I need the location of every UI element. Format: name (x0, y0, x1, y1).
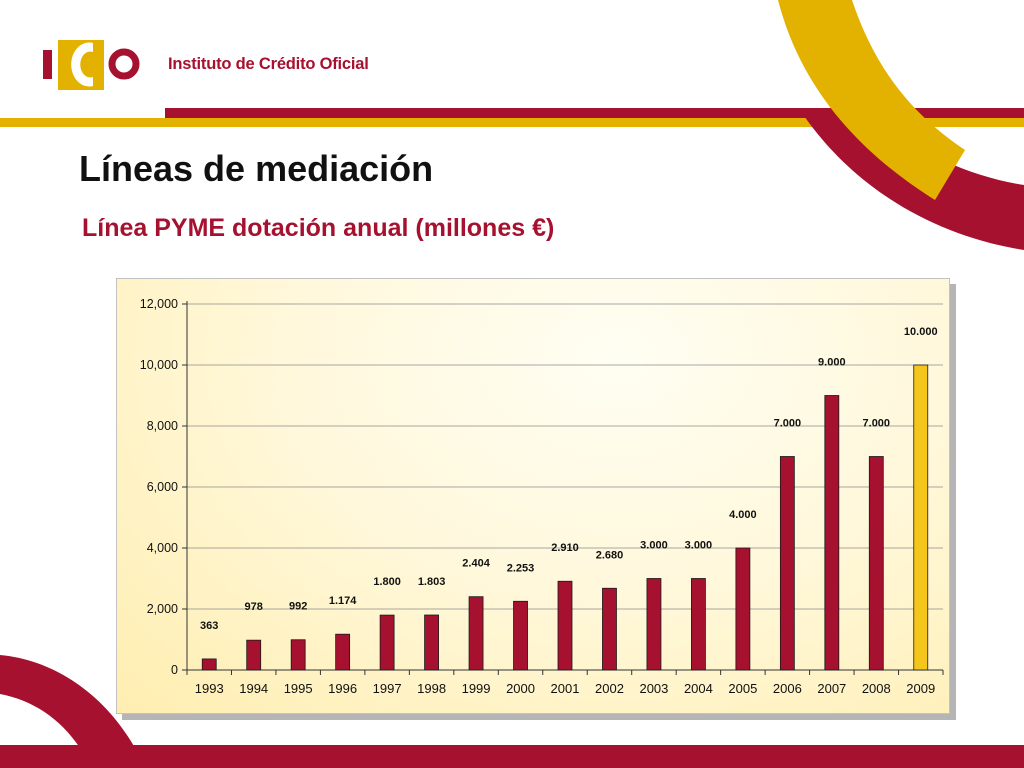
bar (424, 614, 439, 671)
bar (868, 456, 884, 671)
y-tick-label: 12,000 (140, 297, 178, 311)
data-label: 1.800 (373, 576, 401, 588)
data-label: 992 (289, 601, 307, 613)
bar (335, 633, 351, 671)
bar (468, 596, 484, 671)
y-tick-label: 0 (171, 663, 178, 677)
x-tick-label: 1998 (417, 681, 446, 696)
data-label: 978 (245, 601, 263, 613)
data-label: 2.910 (551, 542, 579, 554)
logo-text: Instituto de Crédito Oficial (168, 55, 369, 73)
data-label: 10.000 (904, 326, 938, 338)
data-label: 363 (200, 620, 218, 632)
x-tick-label: 1995 (284, 681, 313, 696)
bar (779, 456, 795, 671)
bar (513, 600, 528, 671)
data-label: 2.404 (462, 558, 490, 570)
bottom-left-red-arc (0, 655, 135, 748)
x-tick-label: 2006 (773, 681, 802, 696)
top-right-gold-arc (778, 0, 965, 200)
data-label: 3.000 (640, 540, 668, 552)
x-tick-label: 1994 (239, 681, 268, 696)
top-gold-band (0, 118, 1024, 127)
bar (913, 364, 929, 671)
bar (201, 658, 217, 671)
data-label: 3.000 (685, 540, 713, 552)
y-tick-label: 10,000 (140, 358, 178, 372)
y-tick-label: 8,000 (147, 419, 178, 433)
data-label: 2.680 (596, 549, 624, 561)
bar (824, 395, 840, 671)
top-red-band (165, 108, 1024, 118)
x-tick-label: 2001 (551, 681, 580, 696)
bar (379, 614, 395, 671)
data-label: 7.000 (863, 418, 891, 430)
x-tick-label: 1993 (195, 681, 224, 696)
y-tick-label: 6,000 (147, 480, 178, 494)
x-tick-label: 2003 (639, 681, 668, 696)
bar-chart: 0 2,000 4,000 6,000 8,000 10,000 12,000 363 1993… (140, 297, 944, 696)
x-tick-label: 2002 (595, 681, 624, 696)
data-label: 1.174 (329, 595, 357, 607)
bar (646, 578, 662, 671)
x-tick-label: 2008 (862, 681, 891, 696)
x-tick-label: 2007 (817, 681, 846, 696)
page-title: Líneas de mediación (79, 148, 434, 189)
data-label: 2.253 (507, 562, 535, 574)
y-tick-label: 2,000 (147, 602, 178, 616)
bar (691, 578, 706, 671)
ico-logo-mark (43, 40, 140, 90)
data-label: 7.000 (774, 418, 802, 430)
bar (557, 580, 573, 671)
data-label: 1.803 (418, 576, 446, 588)
x-tick-label: 2004 (684, 681, 713, 696)
data-label: 9.000 (818, 357, 846, 369)
bar (735, 547, 751, 671)
x-tick-label: 2000 (506, 681, 535, 696)
x-tick-label: 1999 (462, 681, 491, 696)
bar (290, 639, 306, 671)
x-tick-label: 2009 (906, 681, 935, 696)
x-tick-label: 1996 (328, 681, 357, 696)
x-tick-label: 2005 (728, 681, 757, 696)
x-tick-label: 1997 (373, 681, 402, 696)
bar (602, 587, 617, 671)
page-subtitle: Línea PYME dotación anual (millones €) (82, 214, 555, 242)
bar (246, 639, 262, 671)
data-label: 4.000 (729, 509, 757, 521)
y-tick-label: 4,000 (147, 541, 178, 555)
bottom-red-band (0, 745, 1024, 768)
